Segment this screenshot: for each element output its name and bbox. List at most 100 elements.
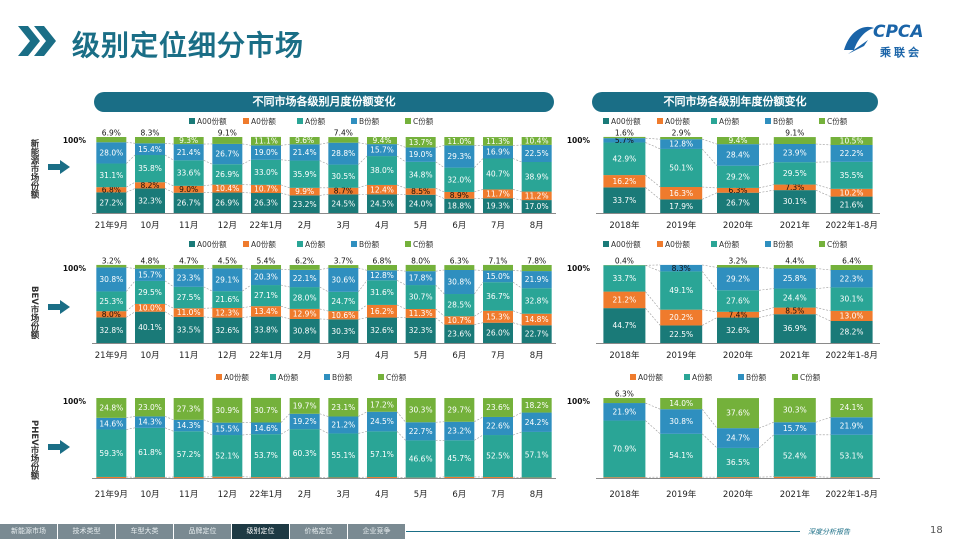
bar-segment-A00 [135,188,165,213]
connector-line [758,184,774,189]
legend-label: A0份额 [251,116,276,126]
data-label-C: 24.8% [99,404,123,413]
data-label-A: 50.1% [669,164,693,173]
data-label-A00: 22.7% [525,330,549,339]
data-label-B: 22.1% [293,274,317,283]
nav-tab-0[interactable]: 新能源市场 [0,524,57,539]
bar-segment-A0 [367,304,397,318]
x-tick-label: 6月 [452,351,466,361]
bar-segment-C [96,264,127,268]
connector-line [758,267,774,269]
connector-line [358,304,368,312]
legend-label: A份额 [719,116,740,126]
bar-segment-A [660,433,703,478]
connector-line [319,428,329,434]
x-tick-label: 12月 [218,490,237,500]
data-label-A: 36.7% [486,292,510,301]
bar-segment-A0 [135,303,165,312]
bar-segment-B [96,417,127,430]
data-label-C: 17.2% [370,400,394,409]
page-title: 级别定位细分市场 [72,29,305,62]
data-label-B: 15.5% [215,424,239,433]
connector-line [435,476,445,478]
data-label-C: 3.7% [334,257,353,266]
data-label-A0: 11.3% [409,309,433,318]
connector-line [474,189,484,193]
data-label-B: 23.3% [177,273,201,282]
bar-segment-A [251,159,281,185]
legend-swatch [819,241,825,247]
bar-segment-C [367,265,397,271]
connector-line [242,268,252,270]
data-label-A00: 32.3% [138,196,162,205]
legend-label: A00份额 [197,116,227,126]
x-tick-label: 2020年 [723,350,754,361]
data-label-A00: 32.3% [409,326,433,335]
data-label-A0: 10.0% [138,303,162,312]
bar-segment-A [603,265,646,292]
y-axis-label: 100% [63,264,87,273]
bar-segment-B [135,268,165,281]
data-label-A0: 10.6% [331,311,355,320]
nav-tab-2[interactable]: 车型大类 [116,524,173,539]
data-label-A0: 10.7% [447,316,471,325]
x-tick-label: 2018年 [609,220,640,231]
data-label-A: 52.1% [215,451,239,460]
data-label-A: 31.6% [370,288,394,297]
legend-label: A0份额 [638,372,663,382]
legend-swatch [270,374,276,380]
data-label-A: 40.7% [486,170,510,179]
data-label-A00: 40.1% [138,323,162,332]
x-tick-label: 12月 [218,221,237,231]
nav-tab-1[interactable]: 技术类型 [58,524,115,539]
bar-segment-B [212,143,243,165]
connector-line [319,413,329,417]
x-tick-label: 2018年 [609,489,640,500]
data-label-A00: 23.2% [293,200,317,209]
legend-label: B份额 [773,239,794,249]
nav-tab-6[interactable]: 企业竞争 [348,524,405,539]
data-label-C: 4.4% [785,257,804,266]
bar-segment-B [328,267,359,292]
bar-segment-A0 [212,307,243,318]
data-label-A00: 22.5% [669,330,693,339]
connector-line [164,416,174,421]
connector-line [396,270,406,272]
bar-segment-A00 [717,192,759,213]
connector-line [701,148,718,166]
bar-segment-C [830,137,873,145]
bar-segment-C [660,137,703,140]
data-label-A00: 26.7% [177,198,201,207]
bar-segment-C [830,398,873,418]
nav-tab-4[interactable]: 级别定位 [232,524,289,539]
data-label-C: 30.9% [215,406,239,415]
bar-segment-A0 [717,187,759,193]
connector-line [396,431,406,441]
bar-segment-C [251,397,281,423]
bar-segment-C [135,137,165,144]
x-tick-label: 11月 [179,351,198,361]
bar-segment-A00 [483,198,513,213]
data-label-A0: 10.7% [254,185,278,194]
bar-segment-B [367,411,397,432]
legend-swatch [216,374,222,380]
x-tick-label: 7月 [491,221,505,231]
bar-segment-C [289,398,320,414]
data-label-A0: 8.5% [411,187,430,196]
row-label-bev: BEV市场份额 [29,285,39,339]
x-tick-label: 4月 [375,221,389,231]
data-label-B: 24.2% [525,418,549,427]
connector-line [164,188,174,193]
data-label-B: 21.4% [177,148,201,157]
data-label-A0: 20.2% [669,313,693,322]
nav-tab-3[interactable]: 品牌定位 [174,524,231,539]
bar-segment-C [405,398,436,423]
bar-segment-A [830,434,873,478]
bar-segment-A [367,431,397,478]
data-label-A0: 8.5% [785,307,804,316]
connector-line [435,194,445,199]
data-label-B: 16.9% [486,148,510,157]
legend-label: A0份额 [224,372,249,382]
bar-segment-C [367,398,397,412]
nav-tab-5[interactable]: 价格定位 [290,524,347,539]
